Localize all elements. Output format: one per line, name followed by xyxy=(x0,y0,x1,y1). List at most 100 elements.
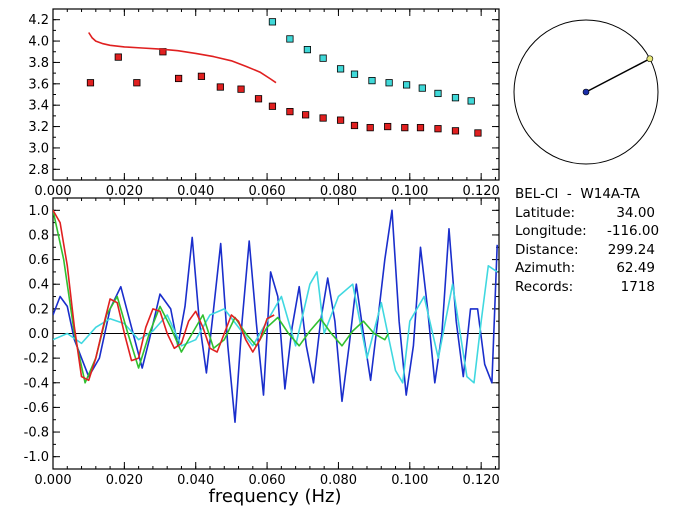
y-tick-label: 3.0 xyxy=(28,141,49,156)
data-point xyxy=(237,85,245,93)
data-point xyxy=(385,79,393,87)
data-point xyxy=(174,74,183,83)
data-point xyxy=(350,70,359,78)
y-tick-label: 0.0 xyxy=(28,327,49,342)
y-tick-label: 3.6 xyxy=(28,77,49,92)
x-axis-label: frequency (Hz) xyxy=(208,486,341,507)
azimuth-compass xyxy=(513,19,659,165)
records-row: Records: 1718 xyxy=(515,278,655,297)
records-value: 1718 xyxy=(620,278,655,295)
data-point xyxy=(366,124,374,132)
x-tick-label: 0.080 xyxy=(320,473,357,488)
data-point xyxy=(336,65,345,73)
y-tick-label: 4.0 xyxy=(28,35,49,50)
x-tick-label: 0.120 xyxy=(463,184,500,199)
y-tick-label: 3.4 xyxy=(28,99,49,114)
phase-velocity-panel: 0.000 0.020 0.040 0.060 0.080 0.100 0.120 2.8 3.… xyxy=(28,8,500,199)
latitude-value: 34.00 xyxy=(616,204,655,221)
y-tick-label: 0.4 xyxy=(28,278,49,293)
x-tick-label: 0.020 xyxy=(106,184,143,199)
longitude-value: -116.00 xyxy=(607,223,660,240)
data-point xyxy=(402,81,411,89)
latitude-label: Latitude: xyxy=(515,204,576,221)
station-name: BEL-CI - W14A-TA xyxy=(515,186,640,202)
series-line xyxy=(88,32,277,84)
y-tick-label: 0.6 xyxy=(28,253,49,268)
y-tick-label: -1.0 xyxy=(24,450,49,465)
y-tick-label: 4.2 xyxy=(28,13,49,28)
data-point xyxy=(319,54,327,62)
x-tick-label: 0.100 xyxy=(391,184,428,199)
data-point xyxy=(197,72,206,80)
x-tick-label: 0.000 xyxy=(34,473,71,488)
data-point xyxy=(434,125,442,133)
azimuth-label: Azimuth: xyxy=(515,260,576,277)
compass-circle xyxy=(513,19,659,165)
correlation-panel: 0.000 0.020 0.040 0.060 0.080 0.100 0.120 -1.0 -… xyxy=(24,197,500,488)
distance-value: 299.24 xyxy=(607,241,655,258)
series-line xyxy=(53,209,275,382)
series-line xyxy=(53,210,390,384)
azimuth-value: 62.49 xyxy=(616,260,655,277)
data-point xyxy=(86,79,95,87)
x-tick-label: 0.040 xyxy=(177,184,214,199)
data-point xyxy=(467,97,475,105)
plot-area xyxy=(53,209,498,423)
x-tick-label: 0.020 xyxy=(106,473,143,488)
distance-row: Distance: 299.24 xyxy=(515,241,655,260)
data-point xyxy=(216,83,224,91)
records-label: Records: xyxy=(515,278,574,295)
data-point xyxy=(133,79,141,87)
y-tick-label: 0.2 xyxy=(28,302,49,317)
x-tick-label: 0.120 xyxy=(463,473,500,488)
data-point xyxy=(451,127,460,135)
latitude-row: Latitude: 34.00 xyxy=(515,204,655,223)
station-info: BEL-CI - W14A-TA Latitude: 34.00 Longitud… xyxy=(515,185,660,297)
longitude-row: Longitude: -116.00 xyxy=(515,222,660,241)
distance-label: Distance: xyxy=(515,241,579,258)
data-point xyxy=(286,108,294,116)
data-point xyxy=(418,84,426,92)
plot-frame xyxy=(52,8,500,181)
data-point xyxy=(401,124,409,132)
y-tick-label: -0.4 xyxy=(24,376,49,391)
data-point xyxy=(302,111,310,119)
x-tick-label: 0.100 xyxy=(391,473,428,488)
data-point xyxy=(416,124,425,132)
x-tick-label: 0.060 xyxy=(248,184,285,199)
y-tick-label: -0.8 xyxy=(24,426,49,441)
plot-area xyxy=(86,18,482,137)
longitude-label: Longitude: xyxy=(515,223,587,240)
y-tick-label: 1.0 xyxy=(28,204,49,219)
station-dot xyxy=(582,88,590,96)
y-tick-label: 3.2 xyxy=(28,120,49,135)
x-tick-label: 0.060 xyxy=(248,473,285,488)
data-point xyxy=(368,77,376,85)
data-point xyxy=(268,102,277,110)
y-tick-label: 0.8 xyxy=(28,228,49,243)
data-point xyxy=(286,35,294,43)
data-point xyxy=(434,89,442,98)
x-tick-label: 0.000 xyxy=(34,184,71,199)
y-tick-label: -0.2 xyxy=(24,352,49,367)
data-point xyxy=(268,18,277,26)
data-point xyxy=(336,116,345,124)
data-point xyxy=(350,121,359,130)
x-tick-label: 0.040 xyxy=(177,473,214,488)
data-point xyxy=(384,122,392,131)
data-point xyxy=(474,129,482,137)
y-tick-label: -0.6 xyxy=(24,401,49,416)
azimuth-row: Azimuth: 62.49 xyxy=(515,259,655,278)
source-dot xyxy=(646,55,654,63)
data-point xyxy=(114,53,122,61)
x-tick-label: 0.080 xyxy=(320,184,357,199)
data-point xyxy=(254,95,263,103)
y-tick-label: 3.8 xyxy=(28,56,49,71)
data-point xyxy=(303,46,311,54)
data-point xyxy=(159,48,167,56)
data-point xyxy=(451,94,460,102)
series-line xyxy=(53,265,498,384)
data-point xyxy=(319,114,327,122)
azimuth-needle xyxy=(585,58,651,93)
